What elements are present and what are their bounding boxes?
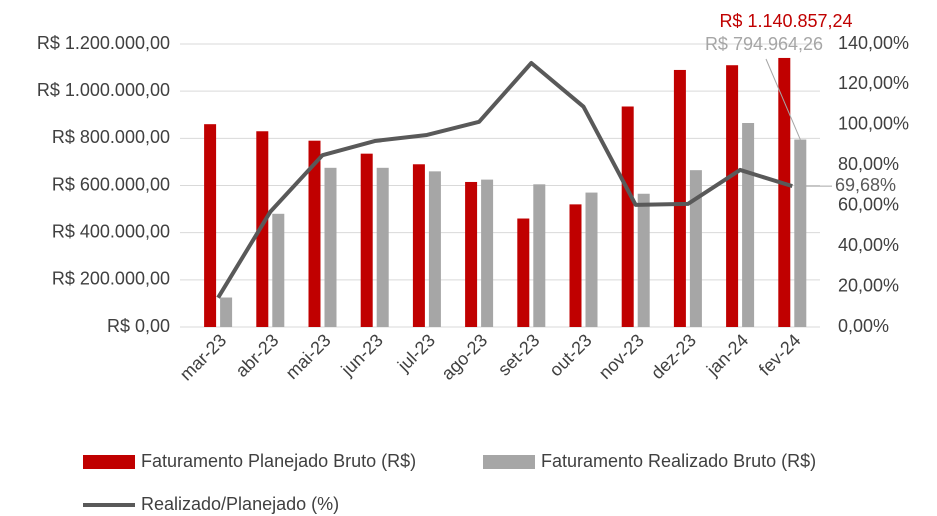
y-tick-label: R$ 0,00	[107, 316, 170, 336]
x-tick-label: fev-24	[755, 330, 805, 380]
bar	[585, 192, 598, 327]
bar	[517, 218, 530, 327]
x-tick-label: out-23	[545, 330, 595, 380]
y2-tick-label: 140,00%	[838, 33, 909, 53]
bar	[428, 171, 441, 327]
data-label: 69,68%	[835, 175, 896, 195]
bar	[637, 193, 650, 327]
bar	[778, 57, 791, 327]
y-tick-label: R$ 400.000,00	[52, 221, 170, 241]
y-tick-label: R$ 1.000.000,00	[37, 80, 170, 100]
bar	[726, 65, 739, 327]
bar	[376, 167, 389, 327]
y-tick-label: R$ 200.000,00	[52, 269, 170, 289]
bar	[324, 167, 337, 327]
y2-tick-label: 0,00%	[838, 316, 889, 336]
bar	[533, 184, 546, 327]
x-tick-label: nov-23	[595, 330, 648, 383]
x-tick-label: dez-23	[647, 330, 700, 383]
x-tick-label: mai-23	[282, 330, 335, 383]
bar	[465, 181, 478, 327]
legend-label: Faturamento Planejado Bruto (R$)	[141, 451, 416, 471]
data-label: R$ 1.140.857,24	[719, 11, 852, 31]
y2-tick-label: 80,00%	[838, 154, 899, 174]
y2-tick-label: 100,00%	[838, 114, 909, 134]
y-tick-label: R$ 600.000,00	[52, 174, 170, 194]
y2-tick-label: 20,00%	[838, 275, 899, 295]
x-tick-label: jan-24	[702, 330, 752, 380]
line	[216, 61, 793, 299]
x-tick-label: set-23	[494, 330, 544, 380]
y2-tick-label: 60,00%	[838, 194, 899, 214]
x-tick-label: ago-23	[438, 330, 492, 384]
legend-swatch	[83, 455, 135, 469]
x-tick-label: mar-23	[176, 330, 230, 384]
x-tick-label: jun-23	[337, 330, 387, 380]
y2-tick-label: 40,00%	[838, 235, 899, 255]
data-label: R$ 794.964,26	[705, 34, 823, 54]
leader-line	[765, 58, 801, 140]
bar	[621, 106, 634, 327]
x-tick-label: abr-23	[232, 330, 283, 381]
bar	[308, 140, 321, 327]
y-tick-label: R$ 800.000,00	[52, 127, 170, 147]
bar	[794, 139, 807, 327]
y2-tick-label: 120,00%	[838, 73, 909, 93]
bar	[272, 213, 285, 327]
bar	[569, 204, 582, 327]
bar	[673, 69, 686, 328]
bar	[742, 123, 755, 327]
x-tick-label: jul-23	[393, 330, 439, 376]
bar	[256, 131, 269, 327]
legend-label: Realizado/Planejado (%)	[141, 494, 339, 514]
bar	[204, 124, 217, 327]
y-tick-label: R$ 1.200.000,00	[37, 33, 170, 53]
bar	[360, 153, 373, 327]
legend-label: Faturamento Realizado Bruto (R$)	[541, 451, 816, 471]
bar	[689, 170, 702, 327]
legend-swatch	[483, 455, 535, 469]
bar	[481, 179, 494, 327]
bar	[220, 297, 233, 327]
bar	[412, 164, 425, 327]
